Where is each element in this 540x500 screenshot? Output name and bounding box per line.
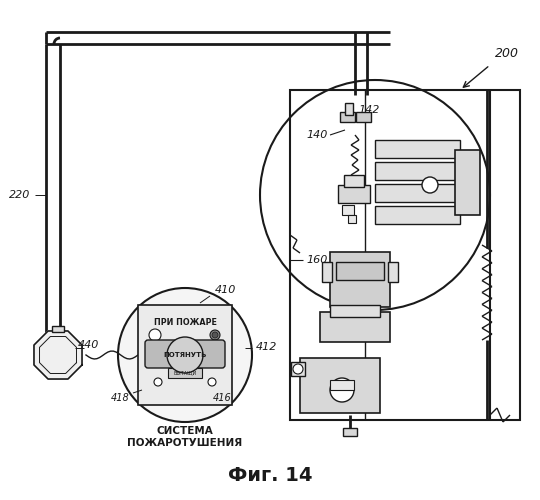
Bar	[291, 362, 305, 376]
Bar	[375, 162, 460, 180]
Bar	[336, 262, 384, 280]
Bar	[455, 150, 480, 215]
Bar	[348, 215, 356, 223]
Text: СИСТЕМА: СИСТЕМА	[157, 426, 213, 436]
Text: 140: 140	[307, 130, 328, 140]
Bar	[342, 205, 354, 215]
FancyBboxPatch shape	[145, 340, 225, 368]
Bar	[345, 103, 353, 115]
Circle shape	[293, 364, 303, 374]
Circle shape	[167, 337, 203, 373]
Bar	[344, 175, 364, 187]
Text: ПОТЯНУТЬ: ПОТЯНУТЬ	[163, 352, 207, 358]
Bar	[168, 368, 202, 378]
Text: 440: 440	[78, 340, 99, 350]
Text: 412: 412	[256, 342, 278, 352]
Text: 418: 418	[111, 393, 130, 403]
Bar	[338, 185, 370, 203]
Text: 416: 416	[213, 393, 232, 403]
Text: 160: 160	[306, 255, 327, 265]
Circle shape	[212, 332, 218, 338]
Circle shape	[210, 330, 220, 340]
Circle shape	[208, 378, 216, 386]
Bar	[300, 358, 380, 413]
Bar	[290, 90, 520, 420]
Bar	[320, 312, 390, 342]
Bar	[322, 262, 332, 282]
Polygon shape	[34, 331, 82, 379]
Text: 142: 142	[358, 105, 380, 115]
Text: ВЫТАЩИ: ВЫТАЩИ	[173, 370, 197, 376]
Bar	[138, 305, 232, 405]
Circle shape	[149, 329, 161, 341]
Text: 220: 220	[9, 190, 30, 200]
Bar	[375, 184, 460, 202]
Text: Фиг. 14: Фиг. 14	[228, 466, 312, 485]
Text: 200: 200	[495, 47, 519, 60]
Bar	[343, 428, 357, 436]
Bar	[375, 140, 460, 158]
Bar	[330, 252, 390, 307]
Bar	[375, 206, 460, 224]
Text: ПРИ ПОЖАРЕ: ПРИ ПОЖАРЕ	[153, 318, 217, 327]
Bar	[330, 380, 354, 390]
Text: 410: 410	[215, 285, 237, 295]
Bar	[388, 262, 398, 282]
Bar	[340, 112, 355, 122]
Circle shape	[154, 378, 162, 386]
Circle shape	[422, 177, 438, 193]
Bar	[356, 112, 371, 122]
Text: ПОЖАРОТУШЕНИЯ: ПОЖАРОТУШЕНИЯ	[127, 438, 242, 448]
Circle shape	[118, 288, 252, 422]
Circle shape	[330, 378, 354, 402]
Bar	[330, 305, 380, 317]
Bar	[52, 326, 64, 332]
